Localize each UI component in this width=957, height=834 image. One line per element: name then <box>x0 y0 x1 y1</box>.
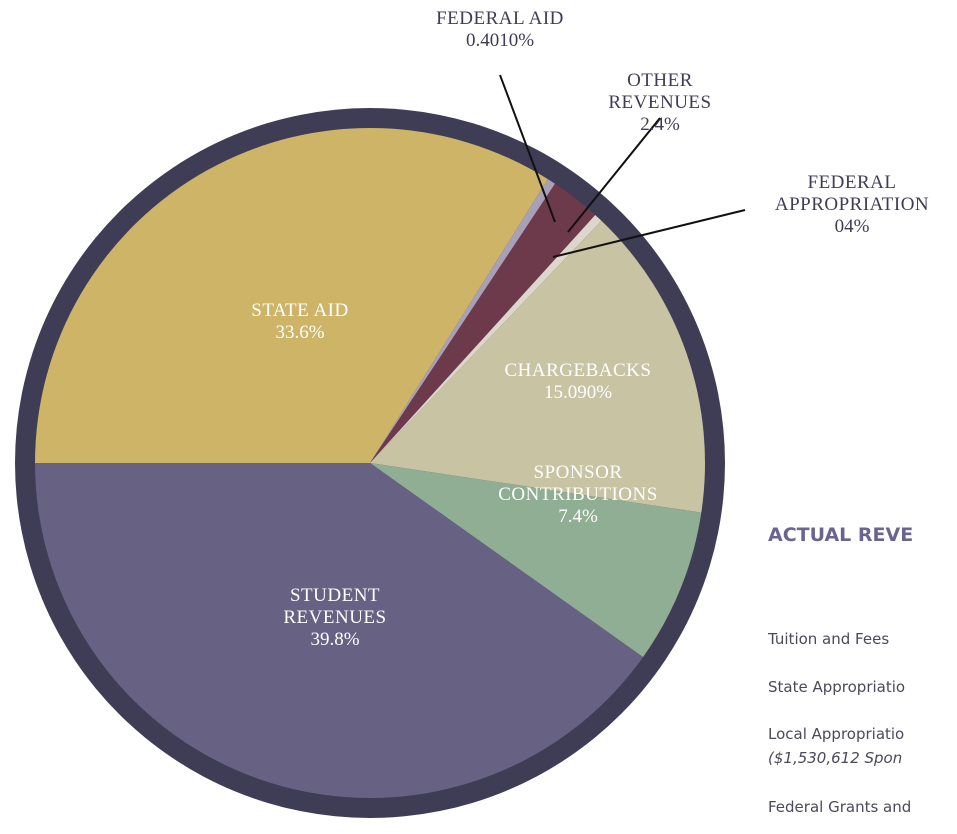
sidebar-item: Federal Grants and <box>768 798 912 816</box>
slice-label: FEDERAL APPROPRIATION 04% <box>752 172 952 238</box>
slice-value: 39.8% <box>310 629 360 650</box>
slice-label: OTHER REVENUES 2.4% <box>575 70 745 136</box>
leader-line <box>552 209 746 258</box>
pie-slice <box>34 463 644 798</box>
pie-slice <box>370 215 602 463</box>
slice-label: STUDENT REVENUES 39.8% <box>250 585 420 651</box>
slice-label: CHARGEBACKS 15.090% <box>493 360 663 404</box>
pie-slice <box>370 220 705 513</box>
slice-name: CHARGEBACKS <box>504 360 652 381</box>
sidebar: ACTUAL REVE Tuition and Fees State Appro… <box>768 0 957 834</box>
sidebar-item: State Appropriatio <box>768 678 906 696</box>
pie-slice <box>370 183 596 464</box>
slice-label: FEDERAL AID 0.4010% <box>415 8 585 52</box>
sidebar-item: ($1,530,612 Spon <box>768 749 903 767</box>
slice-name: FEDERAL AID <box>436 8 564 29</box>
slice-name: STUDENT REVENUES <box>283 585 387 628</box>
slice-value: 2.4% <box>640 114 680 135</box>
slice-name: STATE AID <box>251 300 349 321</box>
pie-slice <box>370 179 556 463</box>
leader-line <box>499 74 556 223</box>
slice-label: SPONSOR CONTRIBUTIONS 7.4% <box>493 462 663 528</box>
leader-line <box>567 117 661 233</box>
slice-label: STATE AID 33.6% <box>215 300 385 344</box>
slice-name: SPONSOR CONTRIBUTIONS <box>498 462 658 505</box>
slice-name: FEDERAL APPROPRIATION <box>774 172 930 215</box>
pie-slice <box>370 463 702 658</box>
slice-value: 7.4% <box>558 506 598 527</box>
sidebar-heading: ACTUAL REVE <box>768 524 914 546</box>
slice-value: 15.090% <box>543 382 613 403</box>
sidebar-item: Local Appropriatio <box>768 725 905 743</box>
slice-value: 0.4010% <box>465 30 535 51</box>
pie-slice <box>35 127 548 464</box>
slice-name: OTHER REVENUES <box>608 70 712 113</box>
slice-value: 04% <box>834 216 870 237</box>
sidebar-item: Tuition and Fees <box>768 630 890 648</box>
slice-value: 33.6% <box>275 322 325 343</box>
